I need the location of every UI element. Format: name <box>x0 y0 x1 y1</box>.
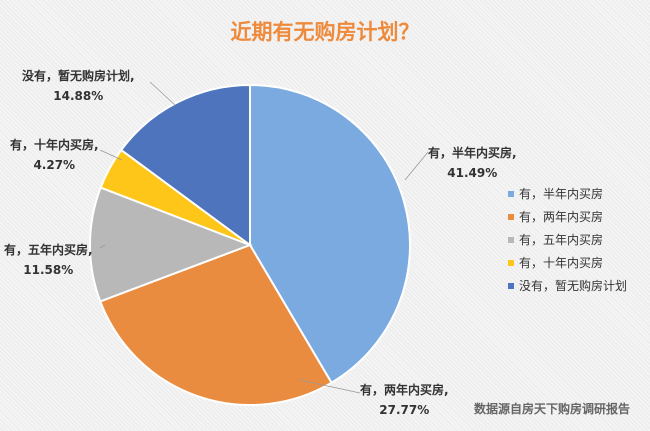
source-note: 数据源自房天下购房调研报告 <box>473 402 630 416</box>
data-label-1: 有，两年内买房, 27.77% <box>360 383 449 417</box>
legend-swatch <box>508 213 514 220</box>
chart-title: 近期有无购房计划？ <box>230 20 420 44</box>
data-label-3: 有，十年内买房, 4.27% <box>10 138 99 172</box>
leader-line-3 <box>99 149 123 161</box>
leader-line-0 <box>404 151 429 181</box>
legend-swatch <box>508 282 514 289</box>
legend-item: 没有，暂无购房计划 <box>508 274 627 297</box>
leader-line-4 <box>149 81 176 106</box>
legend-swatch <box>508 236 514 243</box>
legend-item: 有，半年内买房 <box>508 182 627 205</box>
pie-slice-4 <box>119 83 251 247</box>
pie-slice-1 <box>98 243 333 406</box>
leader-line-1 <box>299 379 361 394</box>
legend-item: 有，两年内买房 <box>508 205 627 228</box>
legend-swatch <box>508 259 514 266</box>
legend: 有，半年内买房 有，两年内买房 有，五年内买房 有，十年内买房 没有，暂无购房计… <box>508 182 627 297</box>
pie-slice-2 <box>89 186 253 303</box>
legend-swatch <box>508 190 514 197</box>
leader-line-2 <box>99 244 106 249</box>
legend-item: 有，十年内买房 <box>508 251 627 274</box>
data-label-0: 有，半年内买房, 41.49% <box>428 146 517 180</box>
data-label-4: 没有，暂无购房计划, 14.88% <box>22 69 135 103</box>
pie-slice-0 <box>249 83 411 385</box>
legend-item: 有，五年内买房 <box>508 228 627 251</box>
data-label-2: 有，五年内买房, 11.58% <box>4 243 93 277</box>
